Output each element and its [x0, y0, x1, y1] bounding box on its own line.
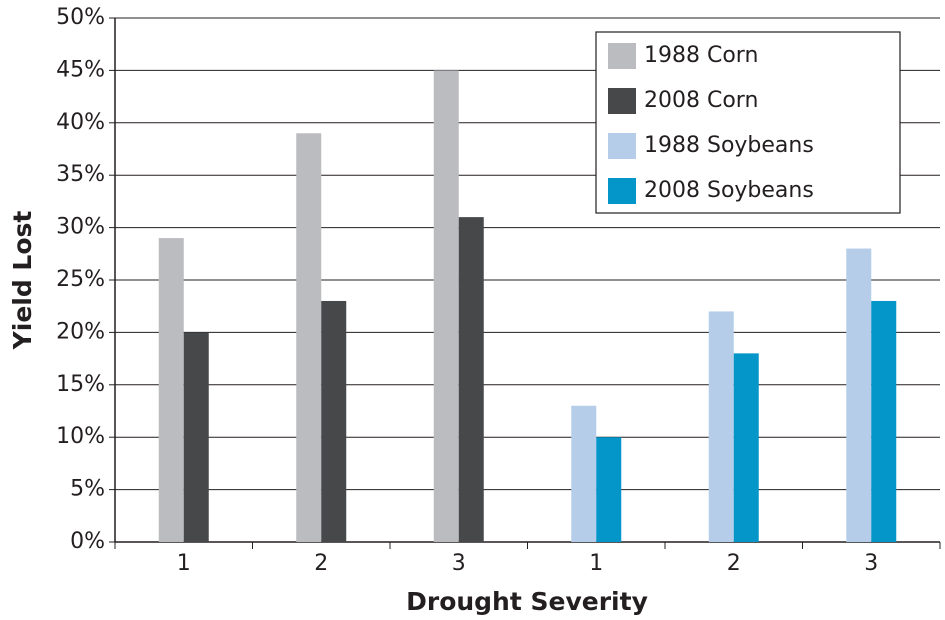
y-tick-label: 20%	[56, 319, 105, 344]
bar	[871, 300, 897, 542]
y-tick-label: 0%	[70, 529, 105, 554]
y-tick-label: 40%	[56, 110, 105, 135]
legend-swatch	[608, 88, 636, 114]
y-tick-label: 35%	[56, 162, 105, 187]
y-tick-label: 30%	[56, 215, 105, 240]
y-axis-label: Yield Lost	[8, 211, 37, 351]
bar	[458, 217, 484, 542]
y-tick-label: 45%	[56, 57, 105, 82]
x-tick-label: 2	[727, 551, 741, 576]
bar	[321, 300, 347, 542]
bar	[596, 437, 622, 542]
y-tick-label: 15%	[56, 372, 105, 397]
legend-label: 2008 Corn	[644, 88, 758, 113]
bar	[708, 311, 734, 542]
y-tick-label: 10%	[56, 424, 105, 449]
x-tick-label: 3	[452, 551, 466, 576]
legend-swatch	[608, 43, 636, 69]
legend-label: 2008 Soybeans	[644, 178, 814, 203]
x-tick-label: 2	[314, 551, 328, 576]
legend-label: 1988 Corn	[644, 43, 758, 68]
bar	[158, 238, 184, 542]
y-tick-label: 5%	[70, 477, 105, 502]
bar	[571, 405, 597, 542]
bar	[846, 248, 872, 542]
x-tick-label: 1	[177, 551, 191, 576]
legend-swatch	[608, 178, 636, 204]
x-tick-label: 3	[864, 551, 878, 576]
legend-box	[595, 31, 901, 214]
bar	[296, 133, 322, 542]
bar	[733, 353, 759, 542]
legend-label: 1988 Soybeans	[644, 133, 814, 158]
y-tick-label: 50%	[56, 5, 105, 30]
x-tick-label: 1	[589, 551, 603, 576]
x-axis-label: Drought Severity	[406, 587, 648, 616]
y-tick-label: 25%	[56, 267, 105, 292]
legend-swatch	[608, 133, 636, 159]
bar	[183, 332, 209, 542]
bar	[433, 70, 459, 543]
